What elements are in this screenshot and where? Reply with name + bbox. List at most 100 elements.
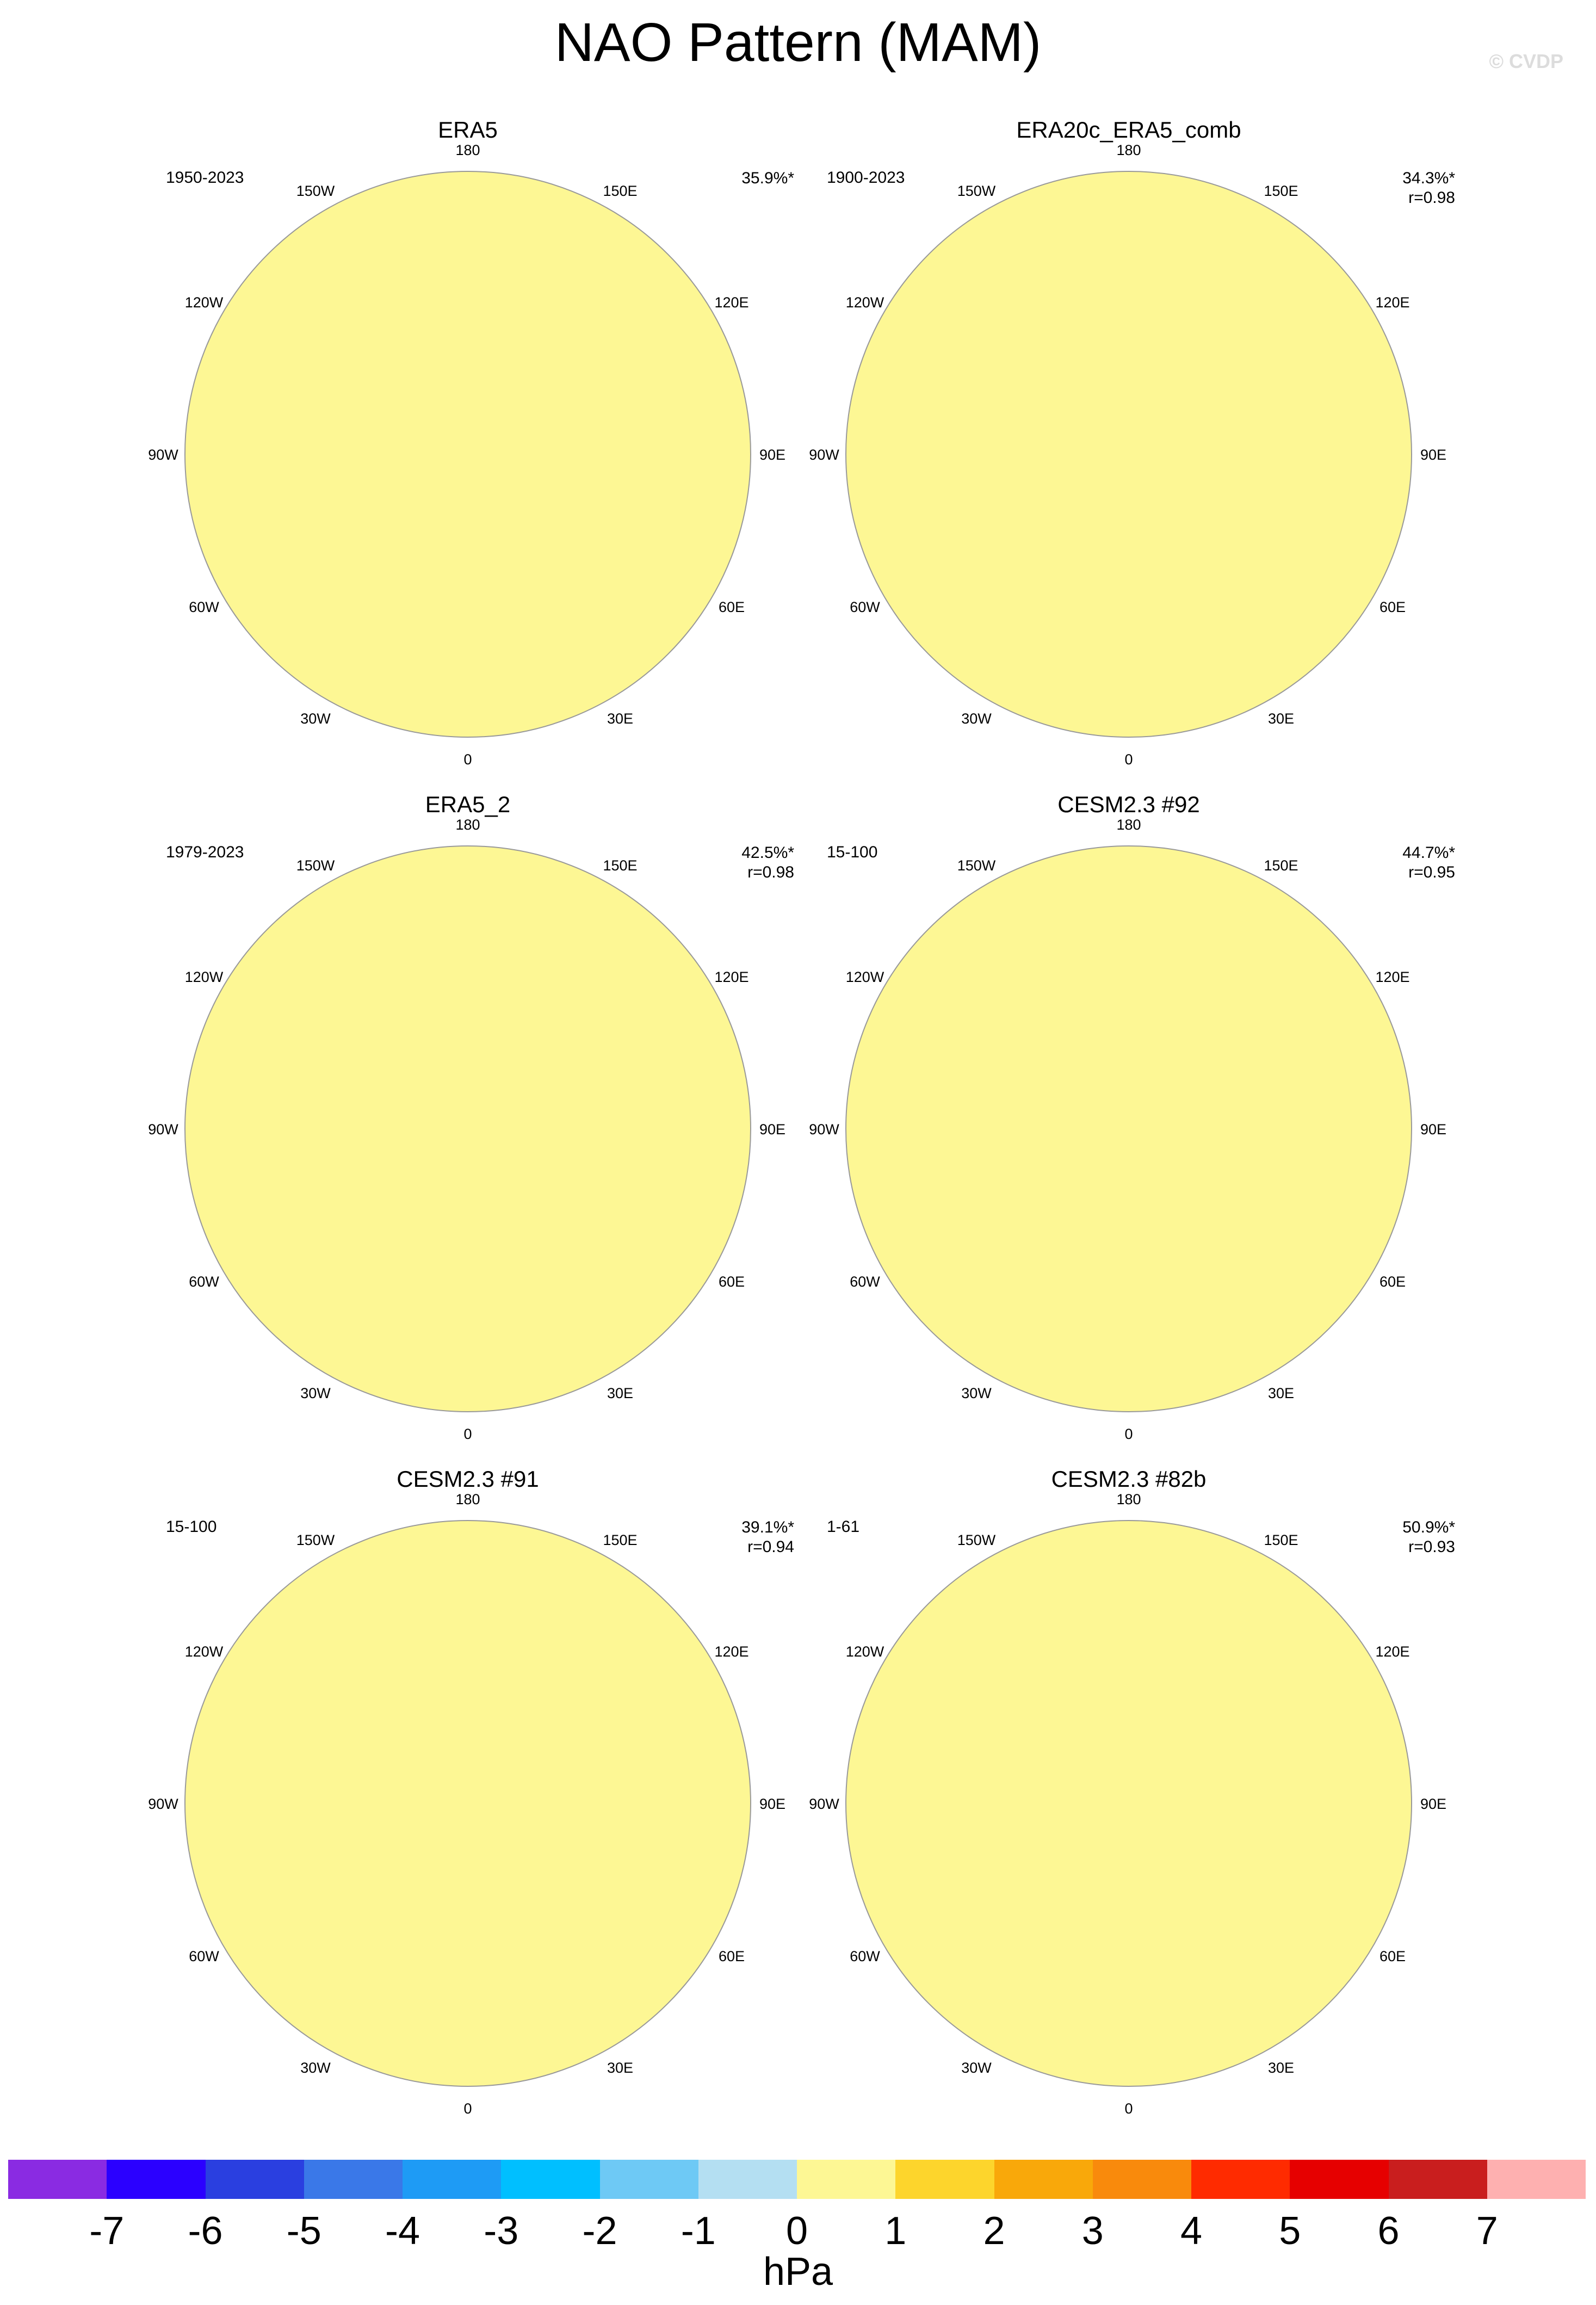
longitude-label: 150W: [957, 1532, 996, 1548]
panel-correlation: r=0.94: [747, 1538, 794, 1556]
panel-period: 15-100: [166, 1518, 217, 1536]
longitude-label: 150E: [1264, 1532, 1298, 1548]
map-border: [845, 1520, 1412, 2087]
panel-percent: 50.9%*: [1402, 1518, 1455, 1536]
colorbar-segment: [1092, 2160, 1191, 2199]
colorbar-tick-label: -2: [582, 2209, 617, 2253]
longitude-label: 30E: [1268, 710, 1294, 727]
panel-stats: 34.3%* r=0.98: [1402, 169, 1455, 208]
longitude-label: 0: [1124, 751, 1133, 768]
longitude-label: 150W: [957, 857, 996, 874]
longitude-label: 150E: [603, 1532, 637, 1548]
map-disc: [185, 846, 751, 1412]
longitude-label: 120W: [846, 294, 884, 311]
colorbar-segment: [107, 2160, 206, 2199]
colorbar-tick-label: 7: [1476, 2209, 1498, 2253]
panel-correlation: r=0.93: [1408, 1538, 1455, 1556]
panel-period: 1950-2023: [166, 169, 244, 187]
colorbar-segment: [501, 2160, 600, 2199]
panel-title: ERA5: [438, 117, 498, 143]
longitude-label: 180: [455, 142, 480, 158]
colorbar-segment: [1191, 2160, 1290, 2199]
map-border: [184, 1520, 751, 2087]
panel-period: 1-61: [827, 1518, 860, 1536]
colorbar-tick-label: 3: [1081, 2209, 1104, 2253]
panel-stats: 44.7%* r=0.95: [1402, 843, 1455, 882]
colorbar-tick-label: 4: [1180, 2209, 1203, 2253]
longitude-label: 30E: [1268, 2060, 1294, 2076]
longitude-label: 180: [1116, 142, 1141, 158]
longitude-label: 0: [463, 2100, 472, 2117]
longitude-label: 0: [1124, 2100, 1133, 2117]
panel-stats: 42.5%* r=0.98: [741, 843, 794, 882]
longitude-label: 90E: [759, 1796, 785, 1812]
colorbar-segment: [1487, 2160, 1586, 2199]
longitude-label: 30E: [607, 710, 633, 727]
longitude-label: 60W: [189, 1274, 219, 1290]
polar-map: 180 150E 120E 90E 60E 30E 0 30W 60W 90W 120W 150W: [148, 1491, 785, 2117]
longitude-label: 60E: [719, 1274, 745, 1290]
longitude-label: 60E: [1380, 1948, 1406, 1964]
panel-correlation: r=0.95: [1408, 863, 1455, 881]
longitude-label: 120E: [1375, 969, 1409, 985]
longitude-label: 180: [1116, 817, 1141, 833]
longitude-label: 180: [455, 817, 480, 833]
panel-period: 1979-2023: [166, 843, 244, 861]
longitude-label: 60W: [850, 1274, 880, 1290]
map-border: [845, 171, 1412, 738]
polar-map: 180 150E 120E 90E 60E 30E 0 30W 60W 90W 120W 150W: [809, 142, 1446, 768]
colorbar-tick-label: 6: [1377, 2209, 1400, 2253]
colorbar-segment: [1290, 2160, 1389, 2199]
colorbar-segment: [698, 2160, 797, 2199]
main-title: NAO Pattern (MAM): [554, 12, 1042, 73]
longitude-label: 60W: [189, 599, 219, 615]
colorbar-tick-label: -7: [89, 2209, 125, 2253]
longitude-label: 90W: [148, 447, 178, 463]
panel-stats: 35.9%*: [741, 169, 794, 188]
colorbar-tick-label: 5: [1279, 2209, 1301, 2253]
panel-title: CESM2.3 #92: [1057, 792, 1200, 817]
polar-map: 180 150E 120E 90E 60E 30E 0 30W 60W 90W 120W 150W: [148, 142, 785, 768]
longitude-label: 30E: [607, 2060, 633, 2076]
longitude-label: 30E: [607, 1385, 633, 1401]
longitude-label: 120W: [185, 969, 224, 985]
longitude-label: 90E: [1420, 447, 1446, 463]
polar-map: 180 150E 120E 90E 60E 30E 0 30W 60W 90W 120W 150W: [809, 1491, 1446, 2117]
colorbar-tick-label: -4: [385, 2209, 420, 2253]
panel-title: ERA20c_ERA5_comb: [1016, 117, 1241, 143]
panel-correlation: r=0.98: [747, 863, 794, 881]
map-border: [184, 845, 751, 1412]
map-disc: [846, 171, 1412, 737]
longitude-label: 120W: [185, 1643, 224, 1660]
panel-title: CESM2.3 #91: [397, 1466, 539, 1492]
longitude-label: 60W: [850, 1948, 880, 1964]
longitude-label: 150E: [1264, 857, 1298, 874]
map-disc: [185, 1521, 751, 2086]
longitude-label: 150E: [1264, 183, 1298, 199]
longitude-label: 150W: [296, 183, 335, 199]
longitude-label: 90W: [148, 1121, 178, 1138]
longitude-label: 60E: [1380, 599, 1406, 615]
longitude-label: 30W: [300, 2060, 331, 2076]
map-border: [184, 171, 751, 738]
colorbar-segment: [994, 2160, 1093, 2199]
longitude-label: 90W: [809, 1121, 839, 1138]
colorbar-segment: [797, 2160, 896, 2199]
longitude-label: 90W: [809, 447, 839, 463]
polar-map: 180 150E 120E 90E 60E 30E 0 30W 60W 90W 120W 150W: [809, 817, 1446, 1442]
longitude-label: 120W: [185, 294, 224, 311]
longitude-label: 120W: [846, 1643, 884, 1660]
longitude-label: 120E: [714, 969, 748, 985]
colorbar-segment: [403, 2160, 502, 2199]
longitude-label: 30W: [300, 710, 331, 727]
colorbar-segment: [895, 2160, 994, 2199]
longitude-label: 180: [455, 1491, 480, 1507]
colorbar: [8, 2160, 1586, 2199]
panel-period: 15-100: [827, 843, 878, 861]
longitude-label: 30W: [300, 1385, 331, 1401]
panel-percent: 39.1%*: [741, 1518, 794, 1536]
longitude-label: 90E: [759, 447, 785, 463]
map-panel: ERA5_2 1979-2023 42.5%* r=0.98 180 150E 120E 90…: [136, 792, 800, 1461]
colorbar-segment: [599, 2160, 698, 2199]
colorbar-segment: [205, 2160, 304, 2199]
